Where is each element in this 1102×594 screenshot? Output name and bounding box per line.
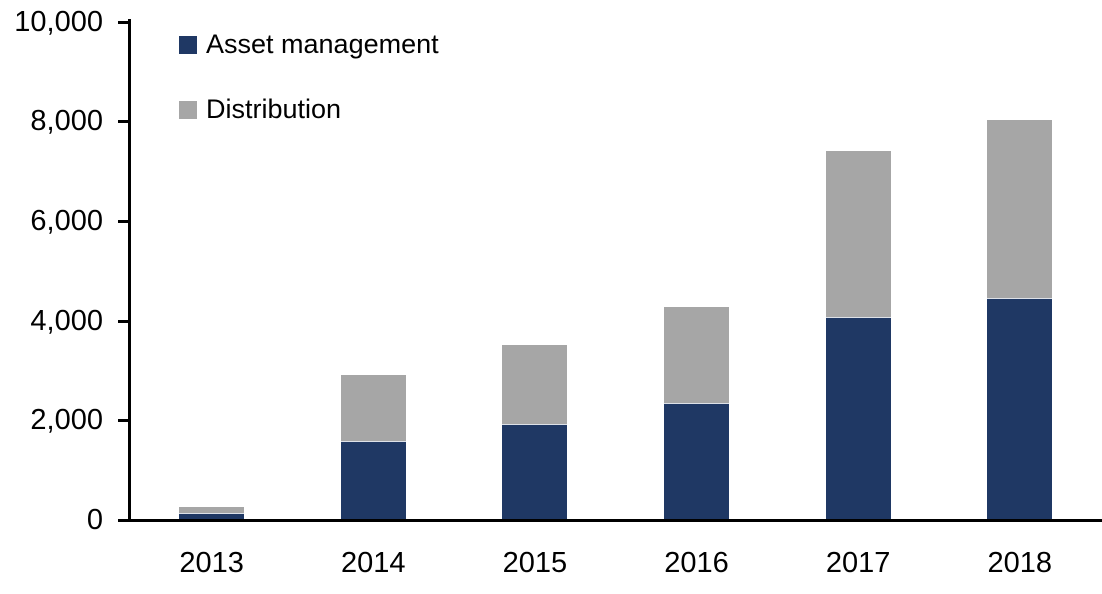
legend-swatch-distribution-icon	[179, 100, 197, 119]
bar-2018-distribution	[987, 120, 1053, 299]
bar-2018-asset-management	[987, 298, 1053, 519]
bar-2014-asset-management	[340, 441, 406, 519]
bar-2014-distribution	[340, 375, 406, 442]
legend-label-distribution: Distribution	[206, 94, 342, 124]
x-tick-label-2013: 2013	[179, 547, 244, 579]
legend-label-asset-management: Asset management	[206, 29, 439, 59]
y-tick-mark	[118, 419, 129, 423]
y-tick-mark	[118, 219, 129, 223]
x-tick-label-2016: 2016	[664, 547, 729, 579]
bar-2013-asset-management	[179, 512, 245, 519]
bar-2016-asset-management	[664, 403, 730, 519]
bar-2017-asset-management	[825, 317, 891, 519]
legend-swatch-asset-management-icon	[179, 35, 197, 54]
y-tick-mark	[118, 519, 129, 522]
y-tick-label: 4,000	[30, 304, 103, 337]
y-tick-label: 8,000	[30, 105, 103, 138]
x-tick-label-2018: 2018	[987, 547, 1053, 579]
y-tick-label: 10,000	[14, 5, 103, 38]
x-tick-label-2015: 2015	[502, 547, 568, 579]
bar-2015-asset-management	[502, 424, 568, 519]
y-tick-label: 6,000	[30, 204, 103, 237]
x-tick-label-2017: 2017	[825, 547, 891, 579]
x-axis-line	[118, 519, 1102, 522]
bar-2015-distribution	[502, 344, 568, 425]
bar-2016-distribution	[664, 307, 730, 404]
y-tick-mark	[118, 120, 129, 124]
y-tick-mark	[118, 319, 129, 323]
legend-item-distribution: Distribution	[179, 96, 341, 123]
x-tick-label-2014: 2014	[341, 547, 406, 579]
bar-2017-distribution	[825, 151, 891, 318]
y-axis-line	[128, 19, 131, 522]
y-tick-label: 2,000	[30, 404, 103, 437]
y-tick-mark	[118, 20, 129, 24]
legend-item-asset-management: Asset management	[179, 31, 439, 58]
y-tick-label: 0	[86, 504, 103, 536]
bar-2013-distribution	[179, 507, 245, 513]
